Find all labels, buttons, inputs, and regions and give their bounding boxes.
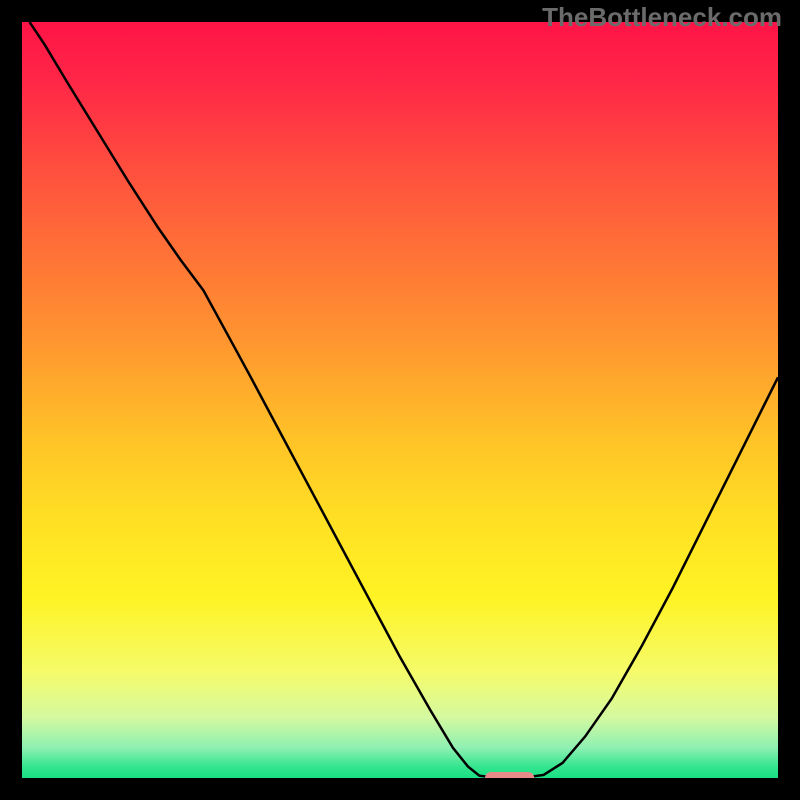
bottleneck-curve [30,22,778,778]
optimal-marker [485,772,534,778]
chart-frame: TheBottleneck.com [0,0,800,800]
plot-area [22,22,778,778]
watermark-text: TheBottleneck.com [542,2,782,33]
plot-svg [22,22,778,778]
